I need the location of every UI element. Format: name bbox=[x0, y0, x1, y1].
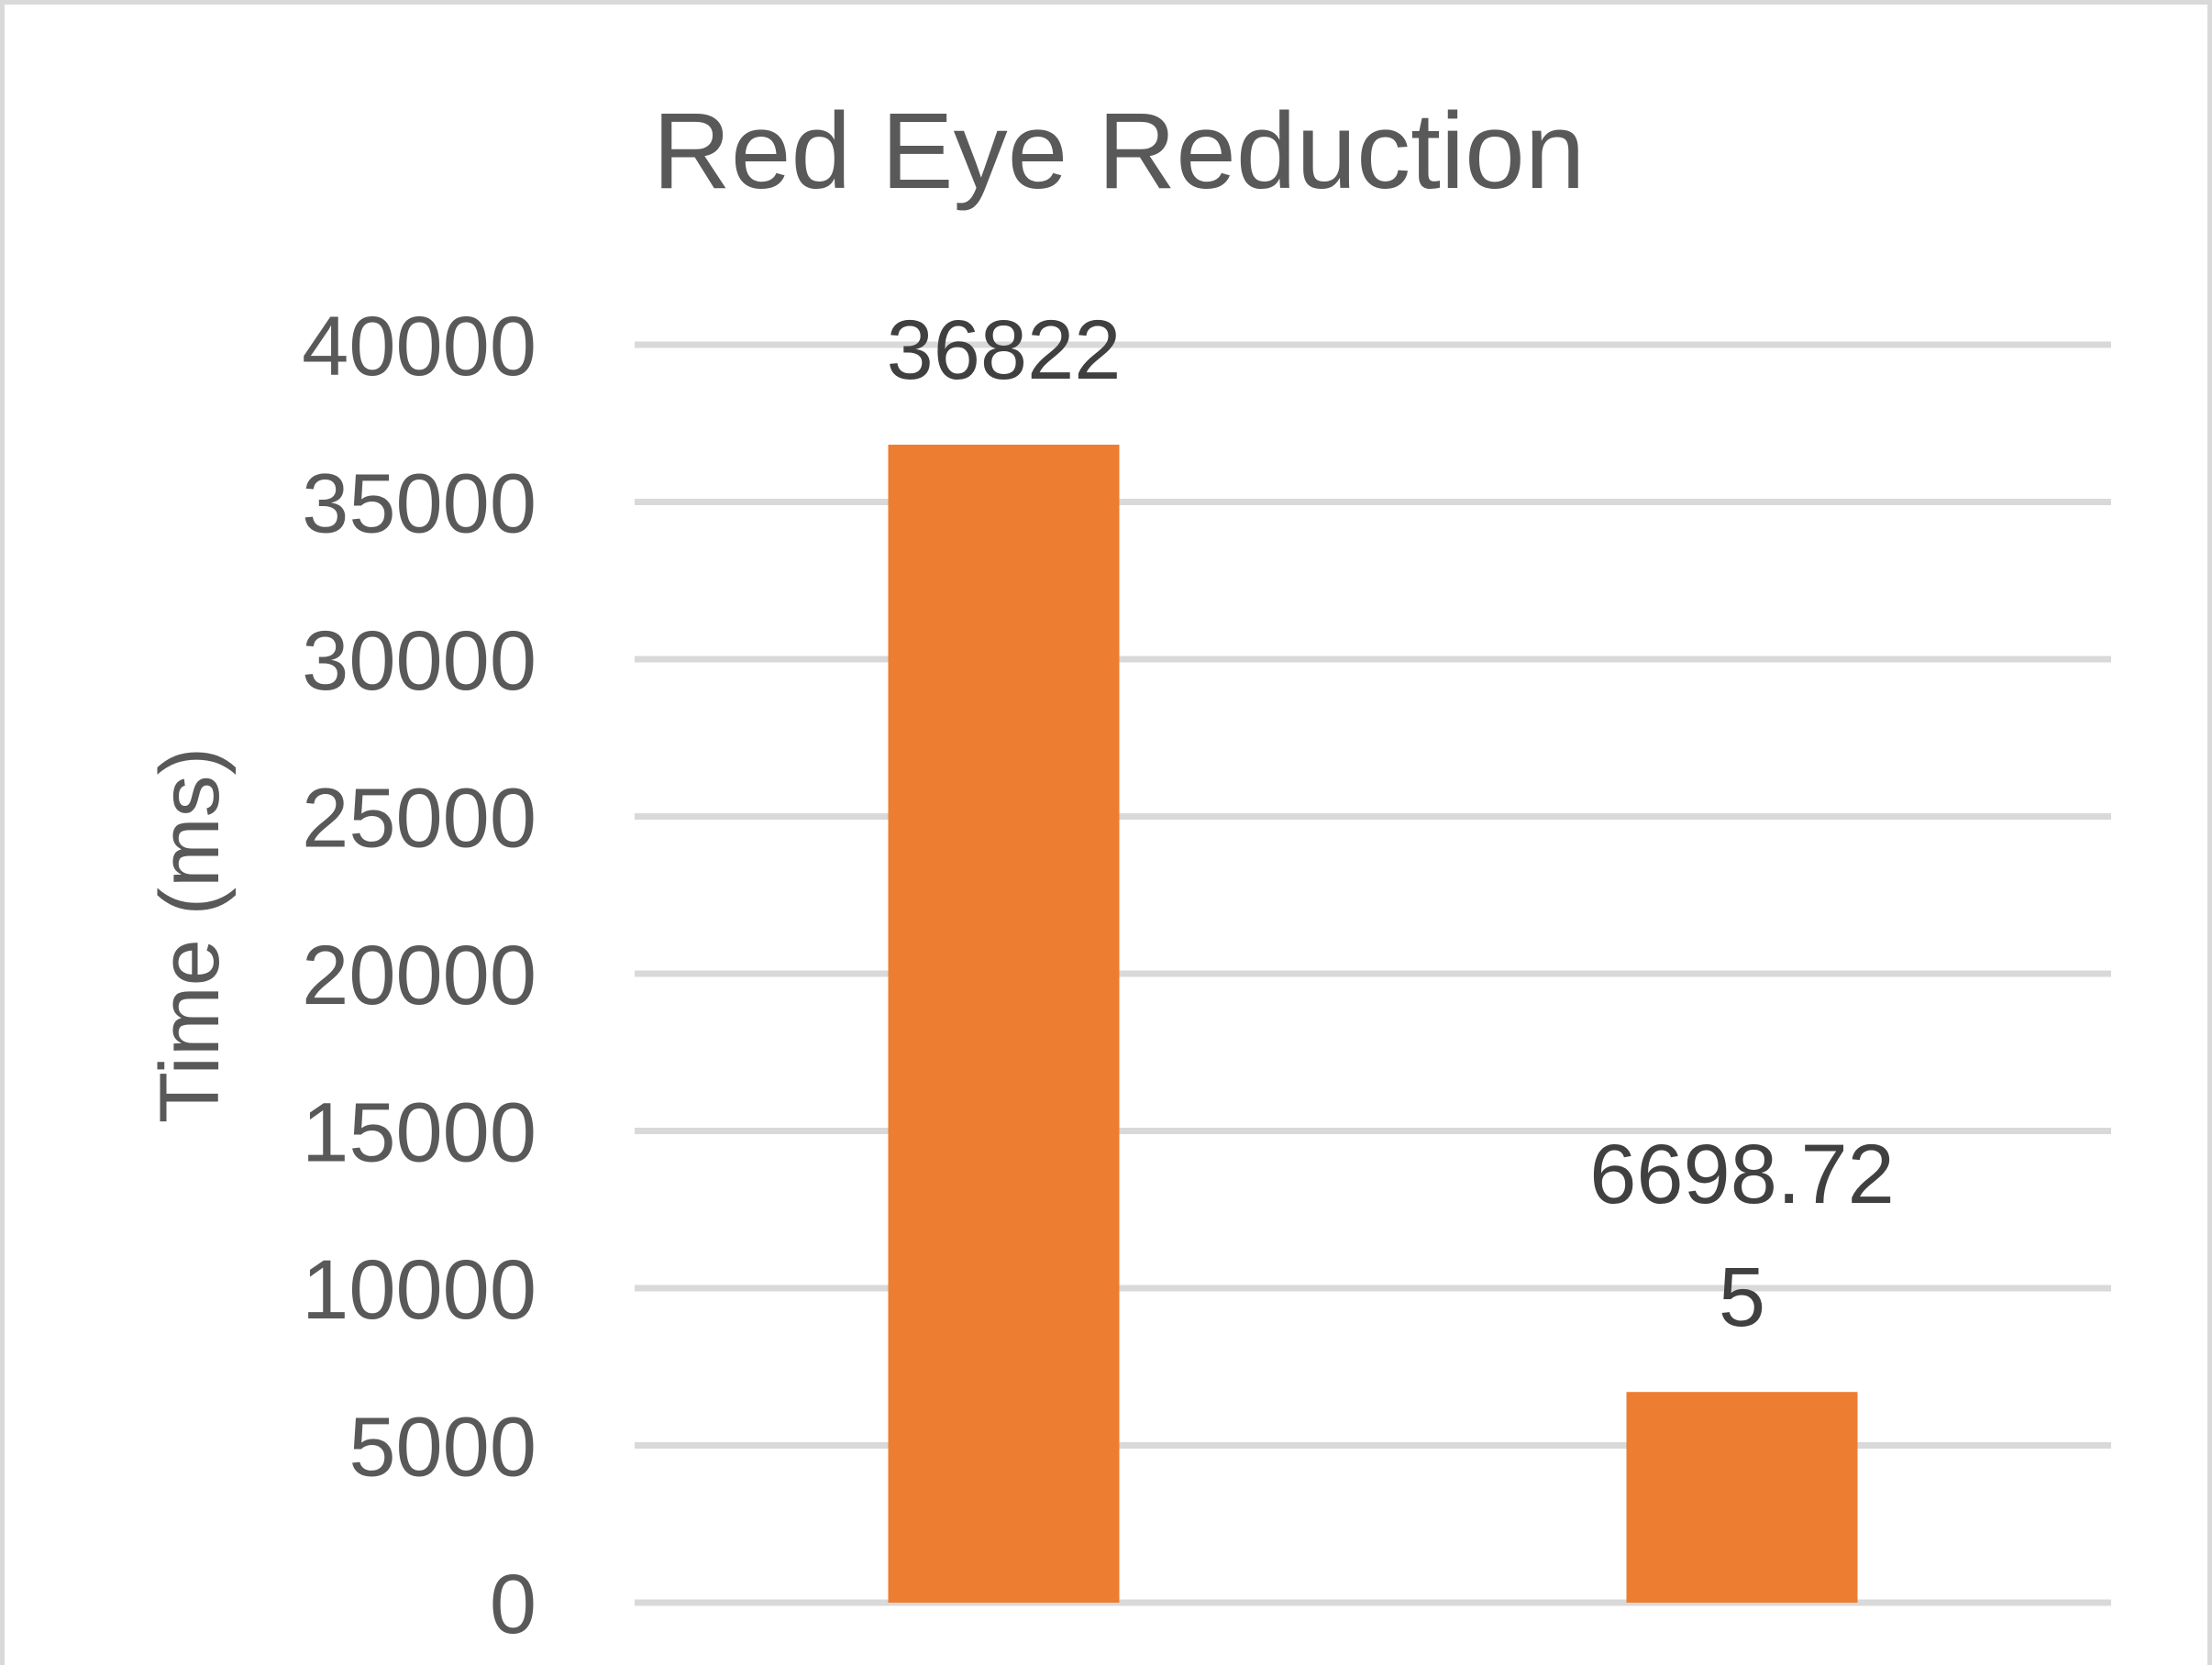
y-tick-label: 30000 bbox=[302, 614, 536, 708]
y-tick-label: 10000 bbox=[302, 1243, 536, 1337]
y-tick-label: 15000 bbox=[302, 1086, 536, 1180]
data-labels: 36822 6698.72 5 bbox=[887, 303, 1895, 1344]
y-tick-label: 35000 bbox=[302, 458, 536, 551]
y-tick-label: 40000 bbox=[302, 300, 536, 393]
bars bbox=[888, 445, 1858, 1604]
y-axis-label: Time (ms) bbox=[143, 747, 237, 1124]
y-tick-label: 0 bbox=[490, 1558, 536, 1651]
y-tick-label: 5000 bbox=[348, 1401, 536, 1494]
y-tick-label: 20000 bbox=[302, 929, 536, 1022]
y-axis-ticks: 0 5000 10000 15000 20000 25000 30000 35000 40000 bbox=[302, 300, 536, 1651]
y-tick-label: 25000 bbox=[302, 772, 536, 866]
data-label: 36822 bbox=[887, 303, 1122, 397]
data-label: 6698.72 bbox=[1589, 1128, 1895, 1221]
gridlines bbox=[635, 341, 2111, 1606]
chart-title: Red Eye Reduction bbox=[653, 91, 1586, 212]
bar bbox=[1626, 1392, 1858, 1603]
bar bbox=[888, 445, 1120, 1604]
data-label: 5 bbox=[1719, 1251, 1765, 1344]
